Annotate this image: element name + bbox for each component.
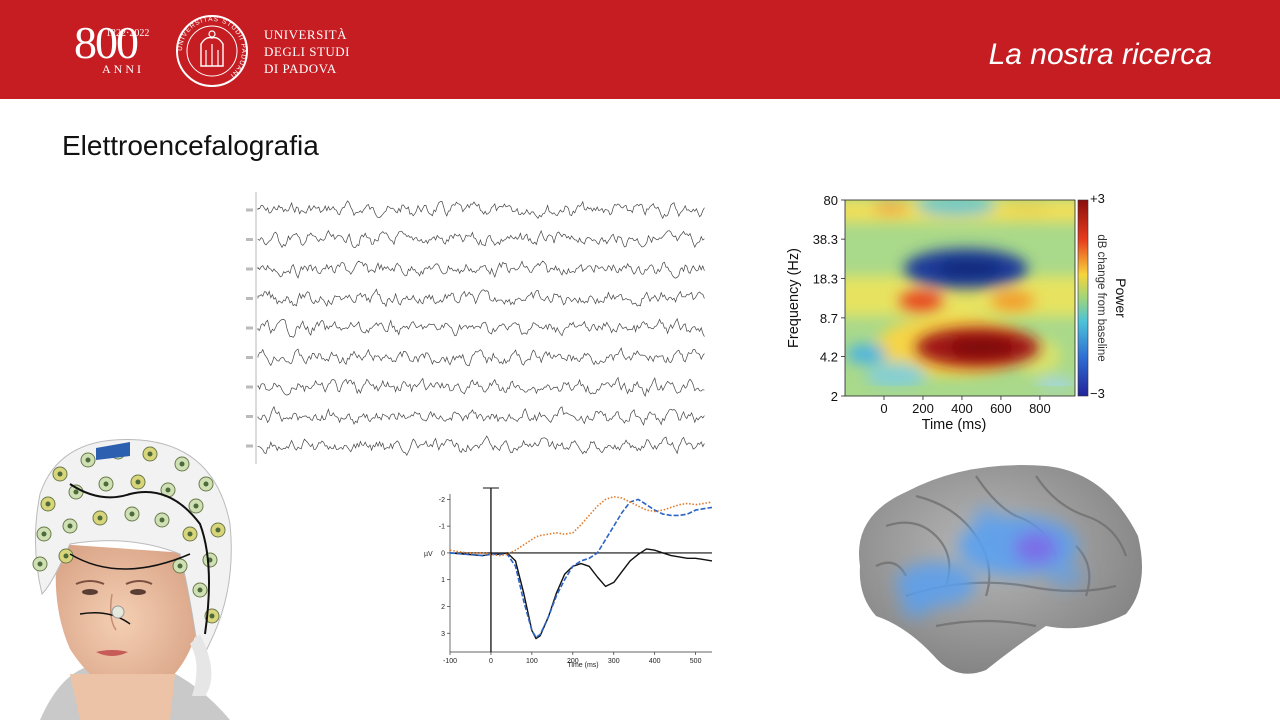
anniversary-number: 800 [74, 17, 139, 68]
erp-x-tick: 0 [489, 658, 493, 665]
heatmap-y-tick: 38.3 [813, 232, 838, 247]
time-frequency-chart: 0 200 400 600 800 80 38.3 18.3 8.7 4.2 2 Time (ms)… [786, 191, 1129, 433]
erp-y-tick: 3 [441, 631, 445, 638]
erp-x-tick: -100 [443, 658, 457, 665]
erp-x-tick: 300 [608, 658, 620, 665]
heatmap-region-core [935, 259, 1004, 278]
eeg-channel-label [246, 326, 253, 330]
heatmap-y-tick: 80 [824, 193, 838, 208]
eeg-trace [257, 200, 705, 220]
brain-render [858, 465, 1142, 674]
eeg-trace [257, 405, 705, 426]
university-name-line2: DEGLI STUDI [264, 44, 351, 59]
heatmap-y-tick: 2 [831, 389, 838, 404]
heatmap-y-tick: 8.7 [820, 311, 838, 326]
erp-x-tick: 200 [567, 658, 579, 665]
heatmap-y-tick: 4.2 [820, 350, 838, 365]
eeg-trace [257, 347, 705, 367]
heatmap-x-tick: 200 [912, 401, 934, 416]
eeg-channel-label [246, 356, 253, 359]
heatmap-x-tick: 800 [1029, 401, 1051, 416]
eeg-channel-label [246, 415, 253, 418]
university-name-line3: DI PADOVA [264, 61, 337, 76]
university-name: UNIVERSITÀ DEGLI STUDI DI PADOVA [264, 26, 350, 77]
eeg-raw-traces [246, 192, 705, 464]
heatmap-x-tick: 400 [951, 401, 973, 416]
heatmap-field [845, 200, 1075, 396]
erp-line-chart: -100 0 100 200 300 400 500 -2 -1 0 1 2 3 Time (ms) µ… [424, 487, 713, 669]
eeg-trace [257, 260, 705, 279]
content-title: Elettroencefalografia [62, 130, 319, 161]
colorbar-max: +3 [1090, 191, 1105, 206]
heatmap-region [990, 290, 1035, 311]
erp-x-label: Time (ms) [567, 662, 598, 669]
heatmap-y-tick: 18.3 [813, 271, 838, 286]
erp-y-tick: 2 [441, 604, 445, 611]
university-name-line1: UNIVERSITÀ [264, 27, 347, 42]
eeg-cap-photo [32, 438, 232, 720]
eeg-channel-label [246, 208, 253, 212]
eeg-trace [257, 229, 705, 249]
erp-series-line [449, 495, 713, 557]
eeg-channel-label [246, 297, 253, 300]
heatmap-y-label: Frequency (Hz) [786, 248, 802, 348]
erp-y-tick: -2 [439, 497, 445, 504]
anniversary-logo: 800 1222·2022 ANNI [74, 16, 164, 80]
erp-y-label: µV [424, 551, 433, 558]
erp-y-tick: 1 [441, 577, 445, 584]
eeg-trace [257, 288, 705, 308]
eeg-channel-label [246, 444, 253, 448]
eeg-trace [257, 435, 705, 457]
header-bar: 800 1222·2022 ANNI UNIVERSITAS STUDII PA… [0, 0, 1280, 99]
erp-y-tick: -1 [439, 524, 445, 531]
slide-title: La nostra ricerca [988, 38, 1212, 71]
eeg-channel-label [246, 267, 253, 271]
heatmap-x-tick: 0 [880, 401, 887, 416]
colorbar-min: −3 [1090, 386, 1105, 401]
anniversary-years: 1222·2022 [106, 28, 150, 39]
heatmap-region-core [947, 338, 1016, 357]
erp-series-line [449, 498, 713, 639]
erp-x-tick: 500 [690, 658, 702, 665]
erp-series-line [449, 548, 713, 640]
eeg-trace [257, 318, 705, 338]
erp-x-tick: 100 [526, 658, 538, 665]
eeg-trace [257, 376, 705, 397]
university-seal-icon: UNIVERSITAS STUDII PADUANI [176, 15, 248, 87]
colorbar-sublabel: dB change from baseline [1095, 234, 1107, 361]
eeg-channel-label [246, 385, 253, 389]
heatmap-region [899, 290, 944, 311]
erp-x-tick: 400 [649, 658, 661, 665]
colorbar-label: Power [1113, 278, 1129, 318]
eeg-channel-label [246, 238, 253, 241]
heatmap-x-label: Time (ms) [922, 417, 987, 433]
erp-y-tick: 0 [441, 550, 445, 557]
colorbar [1077, 199, 1089, 397]
anniversary-word: ANNI [102, 62, 144, 76]
heatmap-x-tick: 600 [990, 401, 1012, 416]
